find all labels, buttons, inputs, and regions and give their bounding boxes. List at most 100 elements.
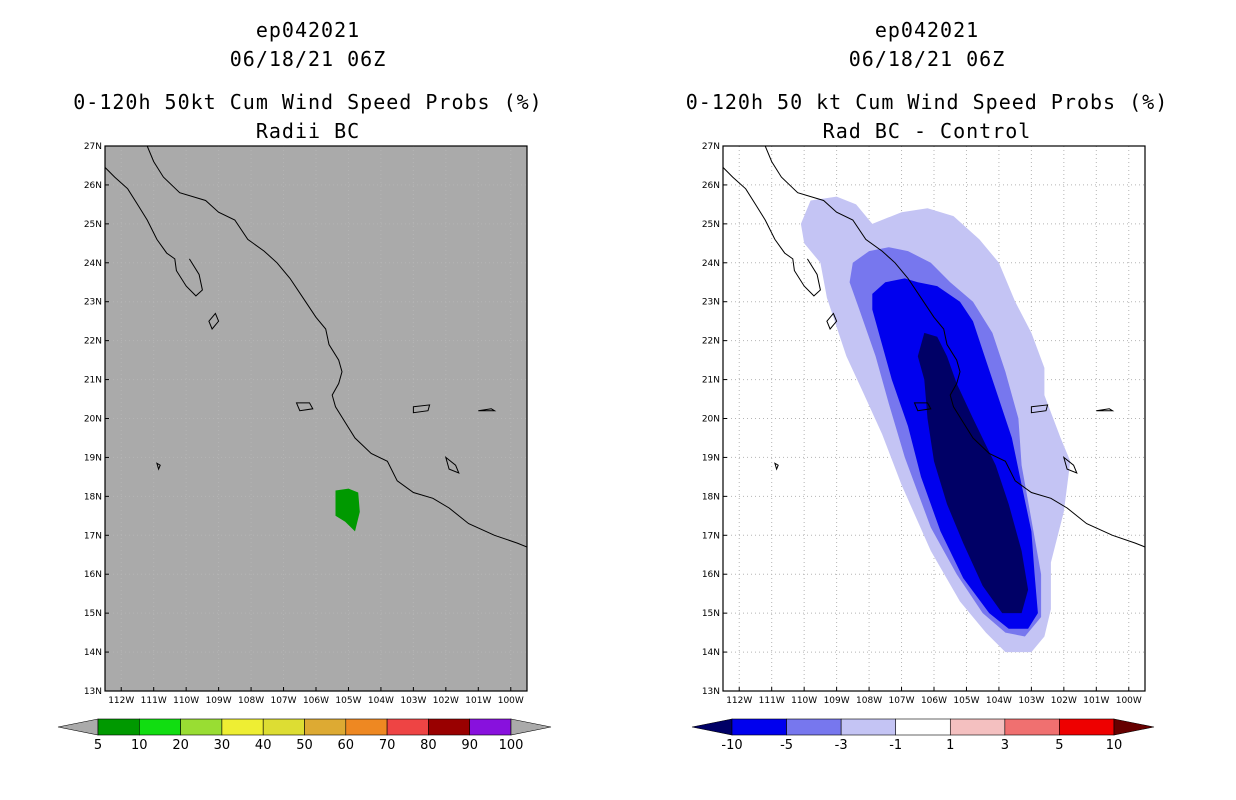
lon-tick-label: 103W: [1018, 696, 1044, 706]
colorbar-label: 70: [379, 738, 396, 753]
lat-tick-label: 25N: [702, 220, 720, 230]
probability-region: [917, 332, 1029, 614]
colorbar-label: 20: [172, 738, 189, 753]
lon-tick-label: 104W: [368, 696, 394, 706]
left-map-layers: [105, 146, 527, 691]
lon-tick-label: 101W: [1083, 696, 1109, 706]
product-subtitle: Rad BC - Control: [822, 119, 1032, 143]
right-map-layers: [723, 146, 1145, 691]
lat-tick-label: 20N: [702, 415, 720, 425]
lon-tick-label: 107W: [270, 696, 296, 706]
island-outline: [1096, 408, 1115, 412]
lon-tick-label: 100W: [498, 696, 524, 706]
colorbar-segment: [469, 718, 512, 736]
lat-tick-label: 19N: [84, 453, 102, 463]
island-outline: [826, 312, 838, 330]
lon-tick-label: 109W: [824, 696, 850, 706]
colorbar-segment: [345, 718, 388, 736]
lat-tick-label: 27N: [84, 142, 102, 152]
lat-tick-label: 17N: [702, 531, 720, 541]
lat-tick-label: 22N: [702, 337, 720, 347]
lon-tick-label: 105W: [953, 696, 979, 706]
right-map: 27N 26N 25N 24N 23N 22N 21N 20N 19N 18N 17N 16N 15N 1…: [691, 142, 1155, 753]
probability-region: [335, 488, 360, 532]
coastline-mainland: [764, 146, 1145, 548]
colorbar-label: 1: [946, 738, 954, 753]
lat-tick-label: 14N: [84, 648, 102, 658]
lon-tick-label: 112W: [108, 696, 134, 706]
island-outline: [1030, 404, 1049, 414]
colorbar-label: 50: [296, 738, 313, 753]
island-outline: [156, 462, 161, 471]
lat-tick-label: 25N: [84, 220, 102, 230]
lat-tick-label: 26N: [702, 181, 720, 191]
colorbar-segment: [895, 718, 951, 736]
lon-tick-label: 109W: [206, 696, 232, 706]
colorbar-label: 3: [1001, 738, 1009, 753]
colorbar-label: -5: [780, 738, 793, 753]
lon-tick-label: 111W: [141, 696, 167, 706]
lon-tick-label: 106W: [303, 696, 329, 706]
colorbar-segment: [428, 718, 470, 736]
right-colorbar: -10 -5 -3 -1 1 3 5 10: [691, 718, 1155, 753]
coastline-baja: [723, 167, 821, 297]
colorbar-label: 30: [214, 738, 231, 753]
lon-tick-label: 101W: [465, 696, 491, 706]
island-outline: [774, 462, 779, 471]
lon-tick-label: 108W: [238, 696, 264, 706]
lon-tick-label: 112W: [726, 696, 752, 706]
lat-tick-label: 27N: [702, 142, 720, 152]
lat-tick-label: 21N: [702, 376, 720, 386]
island-outline: [913, 402, 932, 412]
product-title: 0-120h 50 kt Cum Wind Speed Probs (%): [685, 90, 1169, 114]
lat-tick-label: 13N: [702, 687, 720, 697]
product-title: 0-120h 50kt Cum Wind Speed Probs (%): [73, 90, 543, 114]
colorbar-label: 80: [420, 738, 437, 753]
lat-tick-label: 16N: [84, 570, 102, 580]
colorbar-under-arrow: [57, 718, 99, 736]
lon-tick-label: 102W: [433, 696, 459, 706]
colorbar-label: 100: [499, 738, 524, 753]
island-outline: [295, 402, 314, 412]
lon-tick-label: 102W: [1051, 696, 1077, 706]
colorbar-segment: [139, 718, 181, 736]
island-outline: [412, 404, 431, 414]
colorbar-over-arrow: [1113, 718, 1155, 736]
colorbar-label: 60: [338, 738, 355, 753]
lat-tick-label: 17N: [84, 531, 102, 541]
island-outline: [208, 312, 220, 330]
storm-id: ep042021: [255, 18, 361, 42]
lon-tick-label: 110W: [173, 696, 199, 706]
colorbar-over-arrow: [510, 718, 552, 736]
colorbar-segment: [180, 718, 223, 736]
forecast-time: 06/18/21 06Z: [848, 47, 1006, 71]
right-panel-title: ep042021 06/18/21 06Z 0-120h 50 kt Cum W…: [677, 16, 1177, 146]
island-outline: [444, 456, 460, 474]
lon-tick-label: 100W: [1116, 696, 1142, 706]
lat-tick-label: 26N: [84, 181, 102, 191]
colorbar-segment: [97, 718, 140, 736]
colorbar-under-arrow: [691, 718, 733, 736]
lat-tick-label: 14N: [702, 648, 720, 658]
product-subtitle: Radii BC: [255, 119, 361, 143]
colorbar-label: 10: [131, 738, 148, 753]
lat-tick-label: 18N: [84, 492, 102, 502]
colorbar-label: 90: [461, 738, 478, 753]
colorbar-label: -10: [721, 738, 742, 753]
left-map: 27N 26N 25N 24N 23N 22N 21N 20N 19N 18N 17N 16N 15N 1…: [57, 142, 552, 753]
lat-tick-label: 22N: [84, 337, 102, 347]
colorbar-segment: [386, 718, 429, 736]
island-outline: [478, 408, 497, 412]
left-colorbar: 5 10 20 30 40 50 60 70 80 90 100: [57, 718, 552, 753]
left-panel-title: ep042021 06/18/21 06Z 0-120h 50kt Cum Wi…: [58, 16, 558, 146]
colorbar-segment: [1004, 718, 1060, 736]
lat-tick-label: 15N: [702, 609, 720, 619]
colorbar-segment: [731, 718, 787, 736]
lat-tick-label: 18N: [702, 492, 720, 502]
lat-tick-label: 23N: [84, 298, 102, 308]
lon-tick-label: 104W: [986, 696, 1012, 706]
colorbar-label: -3: [835, 738, 848, 753]
lat-tick-label: 21N: [84, 376, 102, 386]
lat-tick-label: 24N: [702, 259, 720, 269]
